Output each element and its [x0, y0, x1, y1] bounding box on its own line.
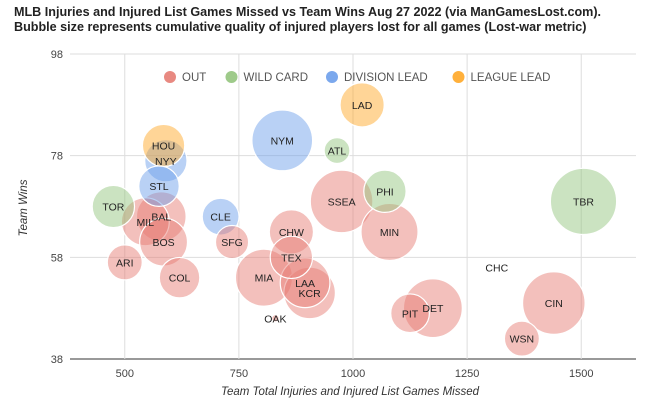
bubble-label-nym: NYM	[271, 135, 294, 147]
bubble-label-hou: HOU	[152, 141, 175, 153]
bubble-label-nyy: NYY	[155, 156, 177, 168]
bubble-label-lad: LAD	[352, 100, 373, 112]
bubble-label-kcr: KCR	[299, 288, 322, 300]
bubble-label-atl: ATL	[328, 146, 347, 158]
y-tick-label: 58	[51, 252, 63, 264]
bubble-wsn	[503, 320, 540, 357]
bubble-mia	[234, 248, 294, 307]
legend-marker-wild-card	[225, 71, 238, 83]
bubble-oak	[271, 314, 280, 323]
bubble-label-chw: CHW	[279, 227, 304, 239]
bubble-nym	[251, 109, 314, 172]
bubble-label-tor: TOR	[102, 202, 124, 214]
bubble-label-ssea: SSEA	[328, 196, 356, 208]
legend-marker-division-lead	[326, 71, 338, 83]
y-tick-label: 38	[51, 354, 63, 366]
bubble-label-cle: CLE	[210, 212, 230, 224]
axes: 38 58 78 98 500 750 1000 1250 1500	[51, 49, 594, 380]
bubble-tbr	[549, 167, 618, 236]
y-tick-label: 98	[51, 49, 63, 61]
bubble-label-sfg: SFG	[221, 237, 243, 249]
y-tick-label: 78	[51, 151, 63, 163]
bubble-label-mil: MIL	[137, 217, 155, 229]
bubble-label-ari: ARI	[116, 257, 134, 269]
bubble-label-pit: PIT	[402, 308, 419, 320]
y-axis-title: Team Wins	[18, 179, 30, 236]
bubble-det	[402, 278, 463, 339]
bubble-label-laa: LAA	[295, 278, 315, 290]
bubble-label-mia: MIA	[255, 273, 274, 285]
bubble-label-stl: STL	[149, 181, 168, 193]
bubble-label-bal: BAL	[151, 212, 171, 224]
bubble-sfg	[214, 224, 250, 260]
legend: OUT WILD CARD DIVISION LEAD LEAGUE LEAD	[164, 71, 550, 84]
legend-label-wild-card: WILD CARD	[244, 72, 309, 84]
bubble-phi	[363, 169, 407, 214]
bubble-stl	[138, 165, 180, 208]
legend-label-league-lead: LEAGUE LEAD	[471, 72, 551, 84]
bubble-nyy	[144, 138, 188, 183]
legend-marker-out	[164, 71, 176, 83]
x-tick-label: 1250	[455, 368, 479, 380]
x-axis-title: Team Total Injuries and Injured List Gam…	[221, 386, 480, 398]
bubble-ari	[106, 244, 143, 281]
bubble-label-min: MIN	[380, 227, 399, 239]
bubble-label-cin: CIN	[545, 298, 563, 310]
bubble-label-tex: TEX	[281, 252, 301, 264]
legend-label-out: OUT	[182, 72, 206, 84]
bubble-label-chc: CHC	[485, 263, 508, 275]
bubble-label-det: DET	[422, 303, 444, 315]
bubble-laa	[279, 257, 331, 309]
bubble-tor	[91, 184, 136, 229]
x-tick-label: 750	[230, 368, 248, 380]
bubble-label-col: COL	[169, 273, 191, 285]
x-tick-label: 500	[116, 368, 134, 380]
bubble-chw	[268, 209, 315, 255]
bubble-lad	[339, 82, 385, 128]
bubble-label-phi: PHI	[376, 186, 394, 198]
bubble-min	[360, 202, 419, 262]
bubbles	[91, 82, 618, 357]
bubble-cin	[521, 271, 586, 335]
bubble-pit	[390, 293, 430, 334]
bubble-label-oak: OAK	[264, 313, 286, 325]
bubble-label-tbr: TBR	[573, 196, 594, 208]
legend-marker-league-lead	[452, 71, 465, 83]
bubble-tex	[269, 235, 314, 280]
legend-label-division-lead: DIVISION LEAD	[344, 72, 428, 84]
x-tick-label: 1500	[569, 368, 593, 380]
chart-title: MLB Injuries and Injured List Games Miss…	[14, 5, 602, 34]
bubble-col	[158, 256, 201, 299]
bubble-ssea	[309, 169, 374, 234]
bubble-label-bos: BOS	[152, 237, 174, 249]
bubble-atl	[323, 137, 351, 165]
bubble-mil	[120, 197, 170, 247]
x-tick-label: 1000	[341, 368, 365, 380]
bubble-label-wsn: WSN	[510, 334, 535, 346]
gridlines	[70, 53, 636, 360]
